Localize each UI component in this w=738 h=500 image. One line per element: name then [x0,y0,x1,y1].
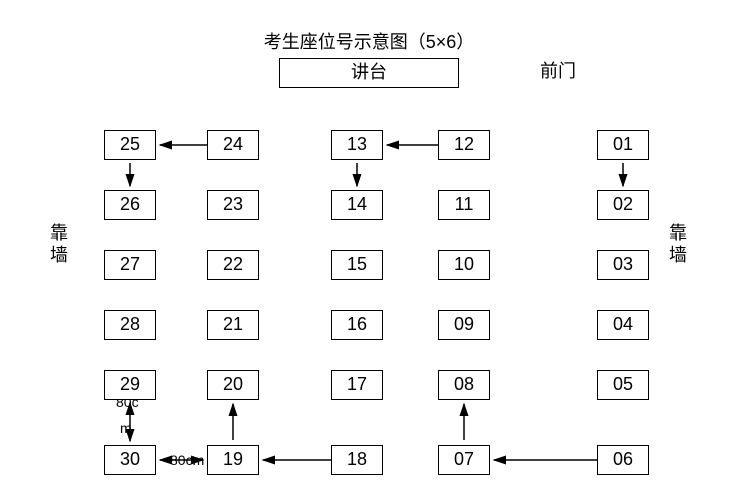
seat-30: 30 [104,445,156,475]
wall-right-label: 靠 墙 [669,222,687,266]
seat-09: 09 [438,310,490,340]
wall-left-label: 靠 墙 [50,222,68,266]
seat-10: 10 [438,250,490,280]
podium-box: 讲台 [279,58,459,88]
seat-07: 07 [438,445,490,475]
seat-21: 21 [207,310,259,340]
seat-20: 20 [207,370,259,400]
seat-03: 03 [597,250,649,280]
dim-horizontal: 80cm [170,452,204,468]
dim-vertical-2: m [120,420,132,436]
seat-11: 11 [438,190,490,220]
seat-13: 13 [331,130,383,160]
seat-12: 12 [438,130,490,160]
seat-29: 29 [104,370,156,400]
seat-04: 04 [597,310,649,340]
seat-01: 01 [597,130,649,160]
seat-05: 05 [597,370,649,400]
front-door-label: 前门 [540,60,576,82]
seat-14: 14 [331,190,383,220]
seat-06: 06 [597,445,649,475]
seat-22: 22 [207,250,259,280]
diagram-title: 考生座位号示意图（5×6） [0,28,738,54]
seat-25: 25 [104,130,156,160]
seat-27: 27 [104,250,156,280]
seat-26: 26 [104,190,156,220]
seat-16: 16 [331,310,383,340]
seat-15: 15 [331,250,383,280]
seat-18: 18 [331,445,383,475]
seat-19: 19 [207,445,259,475]
seat-28: 28 [104,310,156,340]
seat-02: 02 [597,190,649,220]
seat-08: 08 [438,370,490,400]
seat-17: 17 [331,370,383,400]
seat-23: 23 [207,190,259,220]
seat-24: 24 [207,130,259,160]
